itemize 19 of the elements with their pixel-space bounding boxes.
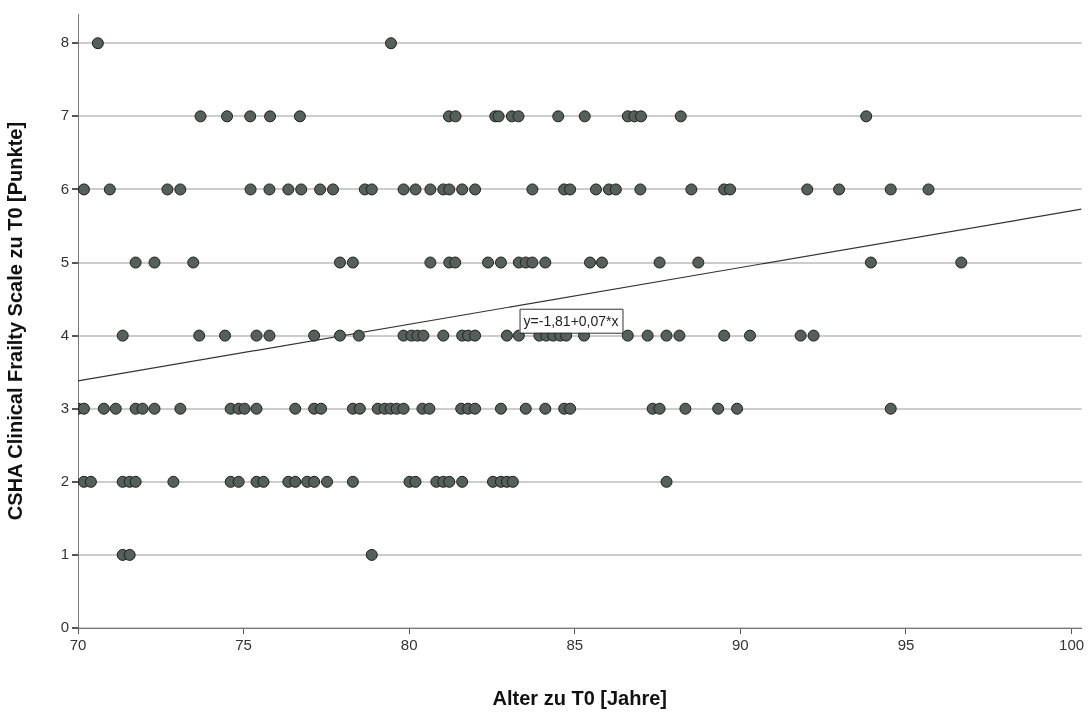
x-tick-label: 85 [566, 636, 584, 654]
annotation: y=-1,81+0,07*x [523, 312, 619, 329]
y-tick-label: 3 [60, 398, 69, 416]
x-tick-label: 75 [235, 636, 252, 654]
y-tick-label: 0 [60, 618, 69, 636]
y-tick-label: 7 [60, 106, 69, 124]
x-axis-title: Alter zu T0 [Jahre] [492, 686, 667, 709]
y-tick-label: 5 [60, 252, 69, 270]
x-tick-label: 95 [897, 636, 915, 654]
x-tick-label: 90 [732, 636, 749, 654]
y-axis-title: CSHA Clinical Frailty Scale zu T0 [Punkte] [3, 121, 26, 521]
x-tick-label: 70 [69, 636, 87, 654]
x-tick-label: 100 [1059, 636, 1085, 654]
y-tick-label: 4 [60, 325, 69, 343]
y-tick-label: 6 [60, 179, 69, 197]
y-tick-label: 8 [60, 33, 69, 51]
y-tick-label: 2 [60, 471, 69, 489]
x-tick-label: 80 [400, 636, 418, 654]
y-tick-label: 1 [60, 545, 69, 563]
